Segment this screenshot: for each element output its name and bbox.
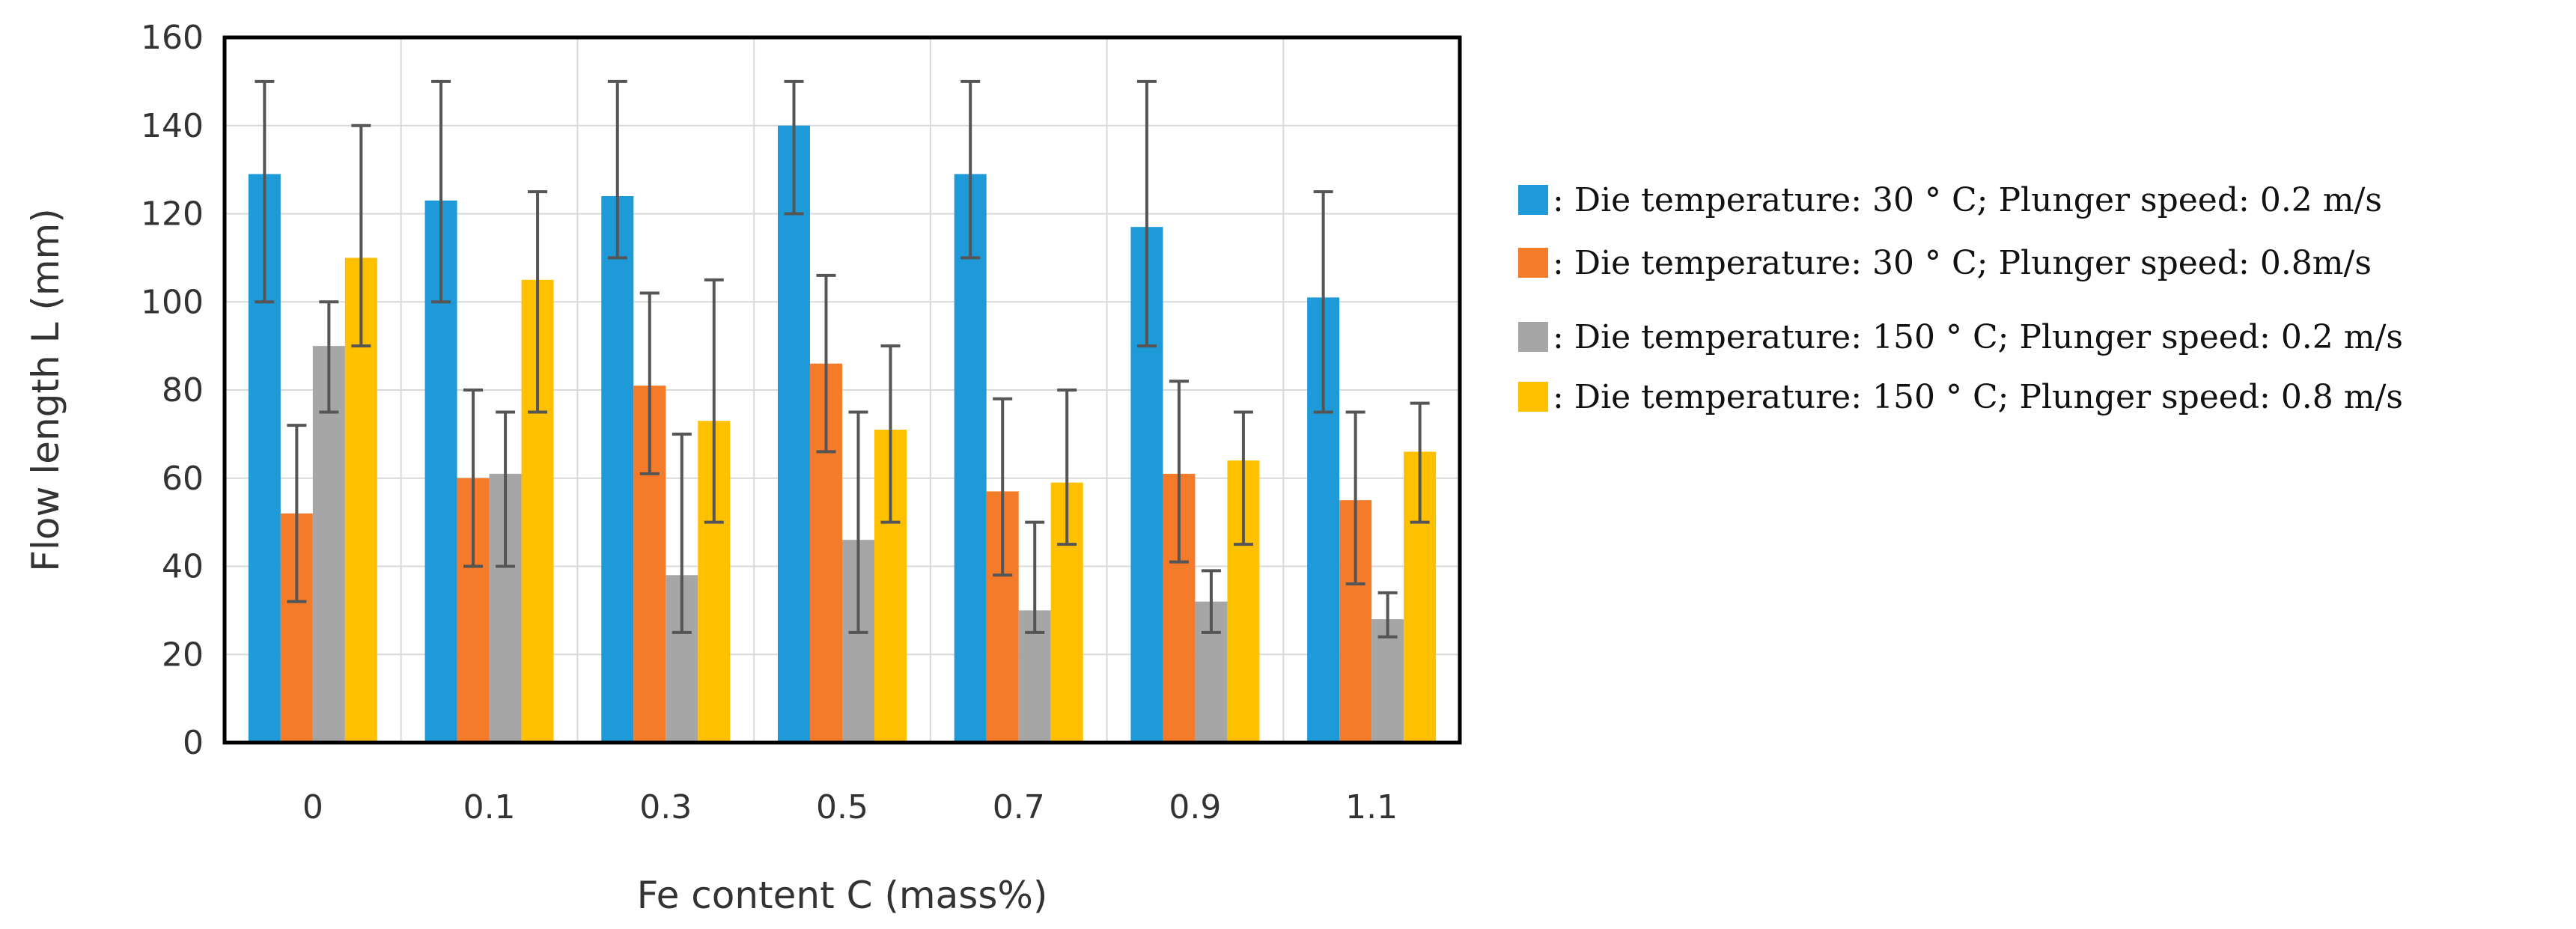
error-bar <box>1410 401 1430 524</box>
bar <box>954 174 987 743</box>
y-tick-label: 80 <box>162 371 204 409</box>
error-bar <box>1345 410 1365 586</box>
error-bar <box>784 79 804 216</box>
x-tick-label: 0 <box>302 788 323 826</box>
error-bar <box>319 300 339 414</box>
legend-label: : Die temperature: 30 ° C; Plunger speed… <box>1553 181 2382 219</box>
legend-item: : Die temperature: 150 ° C; Plunger spee… <box>1518 378 2403 416</box>
legend-label: : Die temperature: 30 ° C; Plunger speed… <box>1553 244 2372 282</box>
error-bar <box>431 79 451 304</box>
x-tick-label: 0.1 <box>463 788 516 826</box>
error-bar <box>993 397 1013 577</box>
y-tick-label: 100 <box>141 283 204 321</box>
error-bar <box>287 424 307 603</box>
error-bar <box>607 79 627 260</box>
error-bar <box>1233 410 1253 546</box>
x-axis-title: Fe content C (mass%) <box>637 874 1048 917</box>
x-tick-labels: 0 0.1 0.3 0.5 0.7 0.9 1.1 <box>302 788 1398 826</box>
error-bar <box>1025 520 1045 634</box>
y-axis-title: Flow length L (mm) <box>24 208 67 571</box>
legend-item: : Die temperature: 30 ° C; Plunger speed… <box>1518 181 2382 219</box>
error-bar <box>1057 389 1077 546</box>
error-bar <box>351 124 371 348</box>
bar <box>778 125 810 743</box>
error-bar <box>960 79 981 260</box>
x-tick-label: 0.5 <box>816 788 868 826</box>
plot-area <box>222 35 1462 745</box>
legend-swatch <box>1518 322 1548 352</box>
error-bar <box>704 278 724 524</box>
error-bar <box>1169 380 1189 564</box>
legend-swatch <box>1518 382 1548 412</box>
y-tick-label: 40 <box>162 548 204 586</box>
error-bar <box>672 432 692 634</box>
y-tick-labels: 0 20 40 60 80 100 120 140 160 <box>141 19 204 762</box>
error-bar <box>639 291 660 475</box>
x-tick-label: 0.9 <box>1169 788 1221 826</box>
error-bar <box>880 344 901 524</box>
y-tick-label: 0 <box>183 724 204 762</box>
y-tick-label: 60 <box>162 460 204 498</box>
legend-swatch <box>1518 248 1548 278</box>
error-bar <box>848 410 868 634</box>
error-bar <box>255 79 275 304</box>
error-bars <box>255 79 1430 639</box>
legend-label: : Die temperature: 150 ° C; Plunger spee… <box>1553 318 2403 356</box>
legend-item: : Die temperature: 30 ° C; Plunger speed… <box>1518 244 2372 282</box>
x-tick-label: 0.7 <box>993 788 1045 826</box>
legend-item: : Die temperature: 150 ° C; Plunger spee… <box>1518 318 2403 356</box>
y-tick-label: 20 <box>162 636 204 674</box>
bar <box>1371 619 1404 743</box>
legend-label: : Die temperature: 150 ° C; Plunger spee… <box>1553 378 2403 416</box>
x-tick-label: 1.1 <box>1345 788 1398 826</box>
error-bar <box>496 410 516 568</box>
legend: : Die temperature: 30 ° C; Plunger speed… <box>1518 181 2403 416</box>
x-tick-label: 0.3 <box>639 788 692 826</box>
error-bar <box>1313 190 1333 414</box>
bar <box>601 195 634 743</box>
bars <box>248 125 1437 743</box>
error-bar <box>463 389 484 568</box>
y-tick-label: 120 <box>141 195 204 234</box>
error-bar <box>816 273 836 454</box>
legend-swatch <box>1518 185 1548 215</box>
error-bar <box>1201 569 1221 634</box>
error-bar <box>528 190 548 414</box>
y-tick-label: 140 <box>141 107 204 145</box>
error-bar <box>1136 79 1157 348</box>
y-tick-label: 160 <box>141 19 204 57</box>
error-bar <box>1377 591 1398 639</box>
